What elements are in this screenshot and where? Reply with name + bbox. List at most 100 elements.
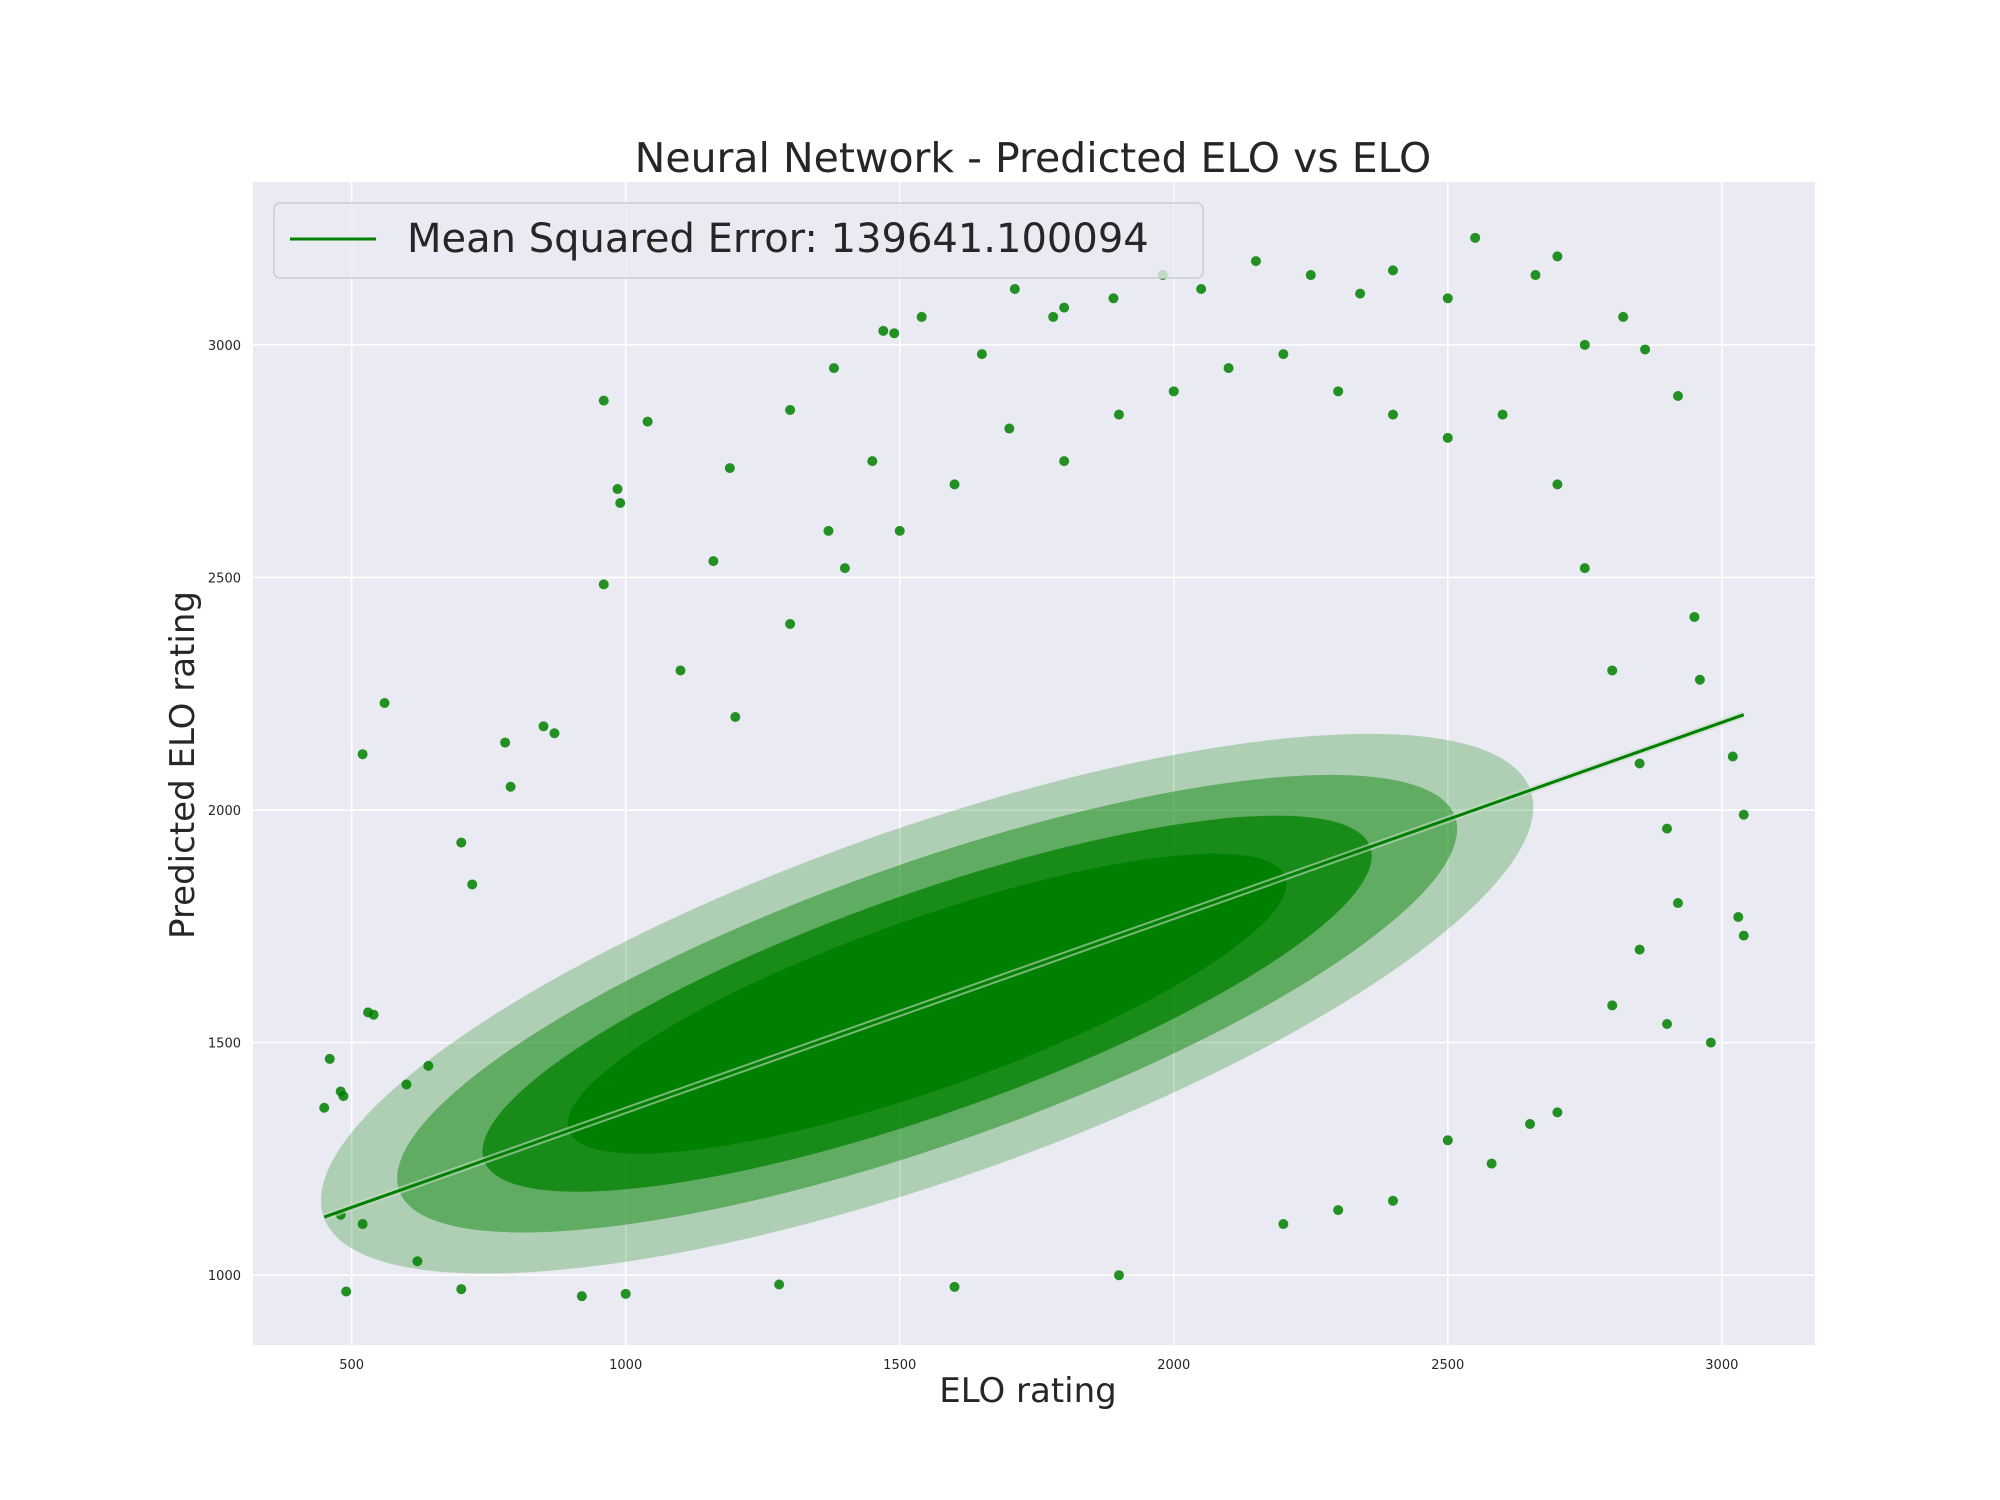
data-point <box>878 325 889 336</box>
data-point <box>1552 1107 1563 1118</box>
y-tick-labels: 1000 1500 2000 2500 3000 <box>208 339 241 1284</box>
data-point <box>379 698 390 709</box>
x-tick-label: 500 <box>339 1358 364 1373</box>
data-point <box>889 328 900 339</box>
data-point <box>774 1279 785 1290</box>
legend: Mean Squared Error: 139641.100094 <box>273 202 1204 279</box>
data-point <box>1497 409 1508 420</box>
y-tick-label: 1500 <box>208 1037 241 1052</box>
data-point <box>1108 293 1119 304</box>
data-point <box>724 463 735 474</box>
x-tick-label: 3000 <box>1705 1358 1738 1373</box>
x-axis-label: ELO rating <box>939 1371 1117 1411</box>
data-point <box>839 563 850 574</box>
data-point <box>1733 912 1744 923</box>
data-point <box>949 1281 960 1292</box>
data-point <box>1333 1205 1344 1216</box>
data-point <box>1387 1195 1398 1206</box>
x-tick-label: 1500 <box>883 1358 916 1373</box>
data-point <box>505 781 516 792</box>
data-point <box>708 556 719 567</box>
data-point <box>598 579 609 590</box>
data-point <box>1196 283 1207 294</box>
y-tick-label: 1000 <box>208 1269 241 1284</box>
data-point <box>1113 1270 1124 1281</box>
data-point <box>612 484 623 495</box>
data-point <box>976 349 987 360</box>
grid-lines <box>253 182 1815 1345</box>
data-point <box>1442 1135 1453 1146</box>
data-point <box>401 1079 412 1090</box>
x-tick-labels: 500 1000 1500 2000 2500 3000 <box>339 1358 1738 1373</box>
data-point <box>828 363 839 374</box>
data-point <box>1278 349 1289 360</box>
data-point <box>620 1288 631 1299</box>
data-point <box>867 456 878 467</box>
data-point <box>1579 563 1590 574</box>
data-point <box>675 665 686 676</box>
data-point <box>1387 265 1398 276</box>
data-point <box>1552 479 1563 490</box>
data-point <box>1672 390 1683 401</box>
data-point <box>823 525 834 536</box>
data-point <box>1640 344 1651 355</box>
data-point <box>538 721 549 732</box>
data-point <box>456 837 467 848</box>
data-point <box>1694 674 1705 685</box>
data-point <box>916 311 927 322</box>
data-point <box>1305 270 1316 281</box>
data-point <box>730 711 741 722</box>
data-point <box>1607 665 1618 676</box>
legend-label: Mean Squared Error: 139641.100094 <box>407 216 1149 262</box>
data-point <box>1168 386 1179 397</box>
y-tick-label: 2000 <box>208 804 241 819</box>
data-point <box>1738 809 1749 820</box>
regression-line-group <box>323 711 1745 1221</box>
data-point <box>1618 311 1629 322</box>
data-point <box>949 479 960 490</box>
data-point <box>1634 758 1645 769</box>
data-point <box>1442 293 1453 304</box>
data-points <box>319 232 1749 1302</box>
data-point <box>1009 283 1020 294</box>
data-point <box>467 879 478 890</box>
data-point <box>1738 930 1749 941</box>
data-point <box>894 525 905 536</box>
data-point <box>357 1219 368 1230</box>
data-point <box>1442 432 1453 443</box>
data-point <box>642 416 653 427</box>
data-point <box>1278 1219 1289 1230</box>
data-point <box>1333 386 1344 397</box>
data-point <box>338 1091 349 1102</box>
y-tick-label: 3000 <box>208 339 241 354</box>
data-point <box>1223 363 1234 374</box>
data-point <box>1470 232 1481 243</box>
data-point <box>1727 751 1738 762</box>
data-point <box>1672 898 1683 909</box>
data-point <box>456 1284 467 1295</box>
data-point <box>368 1009 379 1020</box>
data-point <box>324 1053 335 1064</box>
chart-title: Neural Network - Predicted ELO vs ELO <box>635 134 1432 182</box>
data-point <box>1355 288 1366 299</box>
data-point <box>1250 256 1261 267</box>
data-point <box>1530 270 1541 281</box>
data-point <box>1579 339 1590 350</box>
data-point <box>500 737 511 748</box>
x-tick-label: 2000 <box>1157 1358 1190 1373</box>
y-tick-label: 2500 <box>208 571 241 586</box>
data-point <box>549 728 560 739</box>
data-point <box>412 1256 423 1267</box>
data-point <box>785 404 796 415</box>
data-point <box>357 749 368 760</box>
y-axis-label: Predicted ELO rating <box>163 591 203 939</box>
data-point <box>1004 423 1015 434</box>
x-tick-label: 1000 <box>609 1358 642 1373</box>
regression-line <box>323 713 1745 1219</box>
data-point <box>1607 1000 1618 1011</box>
data-point <box>576 1291 587 1302</box>
data-point <box>598 395 609 406</box>
data-point <box>341 1286 352 1297</box>
x-tick-label: 2500 <box>1431 1358 1464 1373</box>
